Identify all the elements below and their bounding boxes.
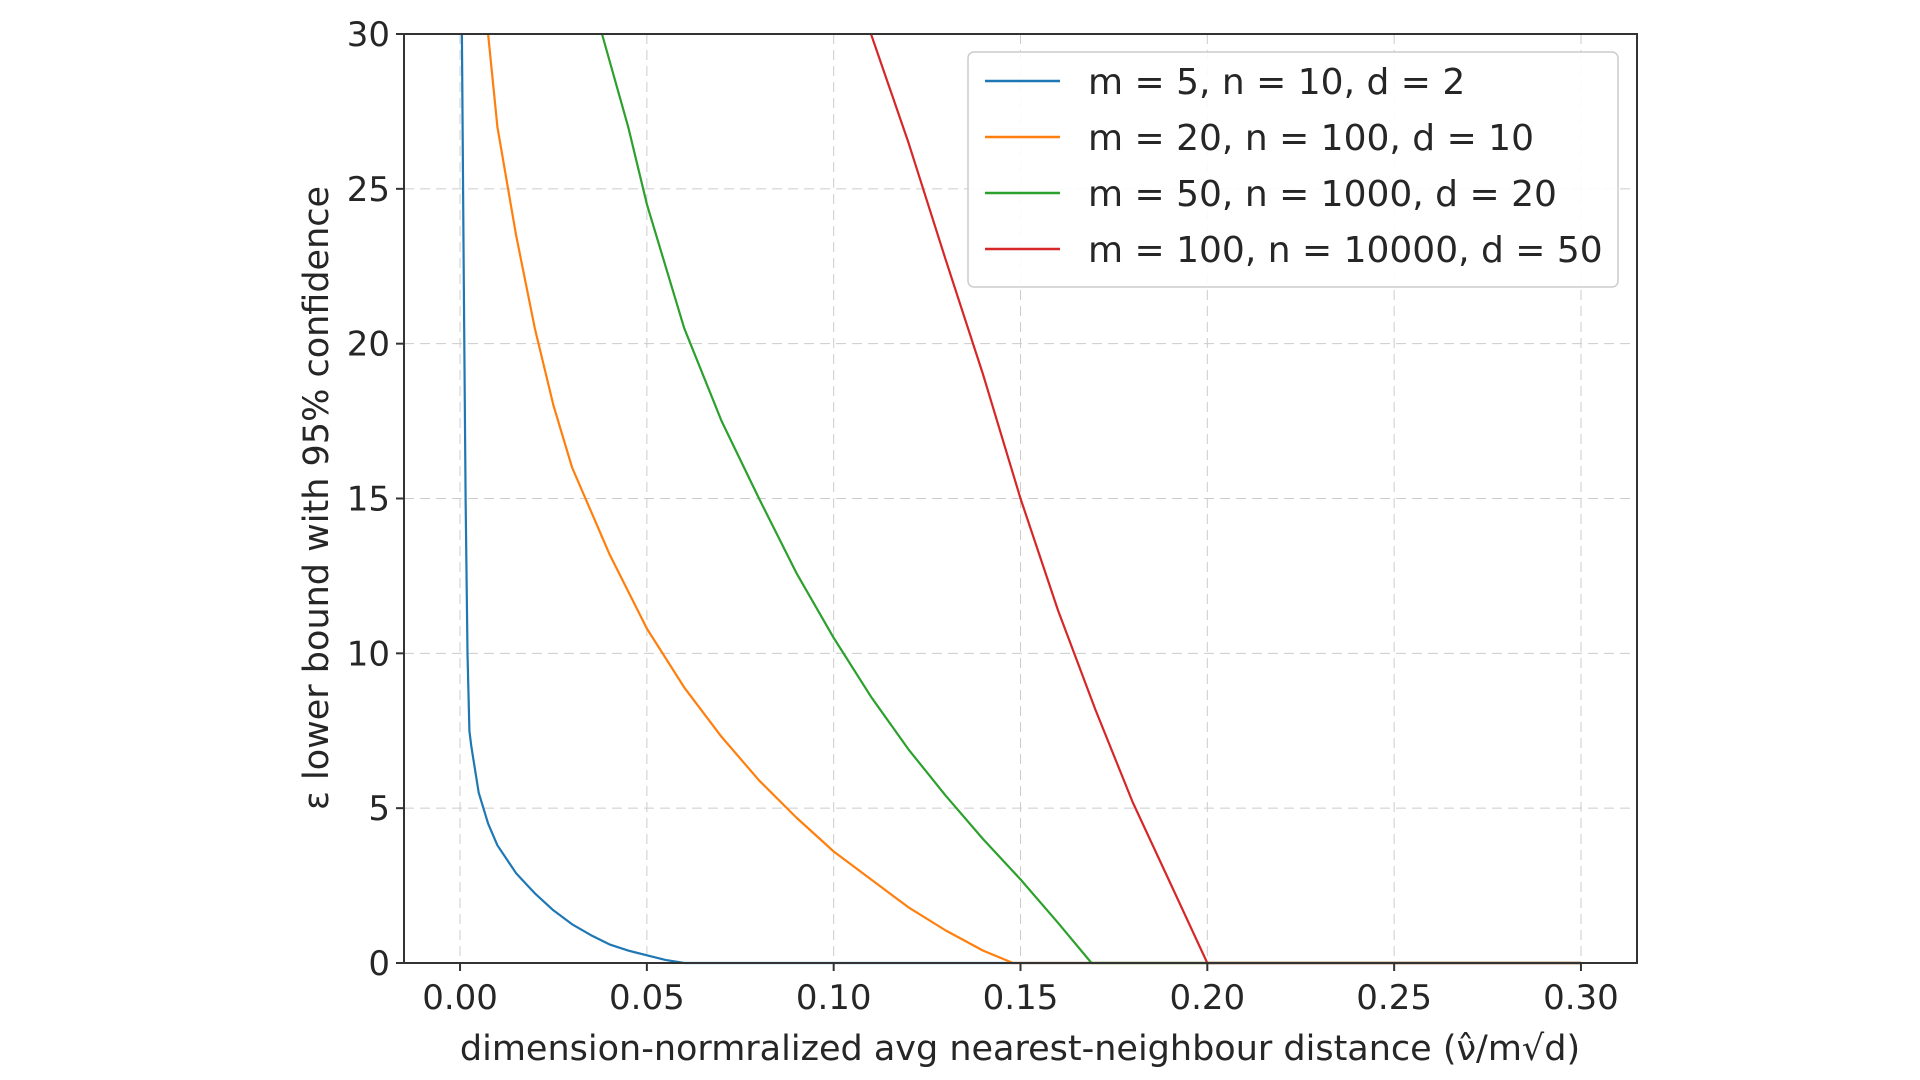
y-tick-label: 10 bbox=[347, 634, 390, 674]
x-tick-label: 0.30 bbox=[1543, 978, 1619, 1018]
y-tick-label: 15 bbox=[347, 480, 390, 520]
y-tick-label: 30 bbox=[347, 15, 390, 55]
y-tick-label: 25 bbox=[347, 170, 390, 210]
x-tick-label: 0.15 bbox=[983, 978, 1059, 1018]
y-axis-label: ε lower bound with 95% confidence bbox=[297, 186, 337, 810]
y-tick-label: 0 bbox=[368, 944, 390, 984]
legend-entry: m = 5, n = 10, d = 2 bbox=[1088, 62, 1465, 103]
legend-entry: m = 50, n = 1000, d = 20 bbox=[1088, 174, 1557, 215]
legend-box bbox=[967, 51, 1619, 288]
y-axis: 0 5 10 15 20 25 30 bbox=[347, 15, 404, 984]
x-tick-label: 0.10 bbox=[796, 978, 872, 1018]
legend-entry: m = 100, n = 10000, d = 50 bbox=[1088, 230, 1603, 271]
legend-items: m = 5, n = 10, d = 2 m = 20, n = 100, d =… bbox=[985, 62, 1603, 271]
x-tick-label: 0.20 bbox=[1169, 978, 1245, 1018]
x-tick-label: 0.00 bbox=[422, 978, 498, 1018]
x-axis-label: dimension-normralized avg nearest-neighb… bbox=[460, 1029, 1580, 1069]
x-tick-label: 0.25 bbox=[1356, 978, 1432, 1018]
y-tick-label: 5 bbox=[368, 789, 390, 829]
x-tick-label: 0.05 bbox=[609, 978, 685, 1018]
series-line-2 bbox=[487, 33, 1581, 965]
x-axis: 0.00 0.05 0.10 0.15 0.20 0.25 0.30 bbox=[422, 963, 1619, 1018]
legend: m = 5, n = 10, d = 2 m = 20, n = 100, d =… bbox=[967, 51, 1619, 288]
y-tick-label: 20 bbox=[347, 325, 390, 365]
legend-entry: m = 20, n = 100, d = 10 bbox=[1088, 118, 1534, 159]
